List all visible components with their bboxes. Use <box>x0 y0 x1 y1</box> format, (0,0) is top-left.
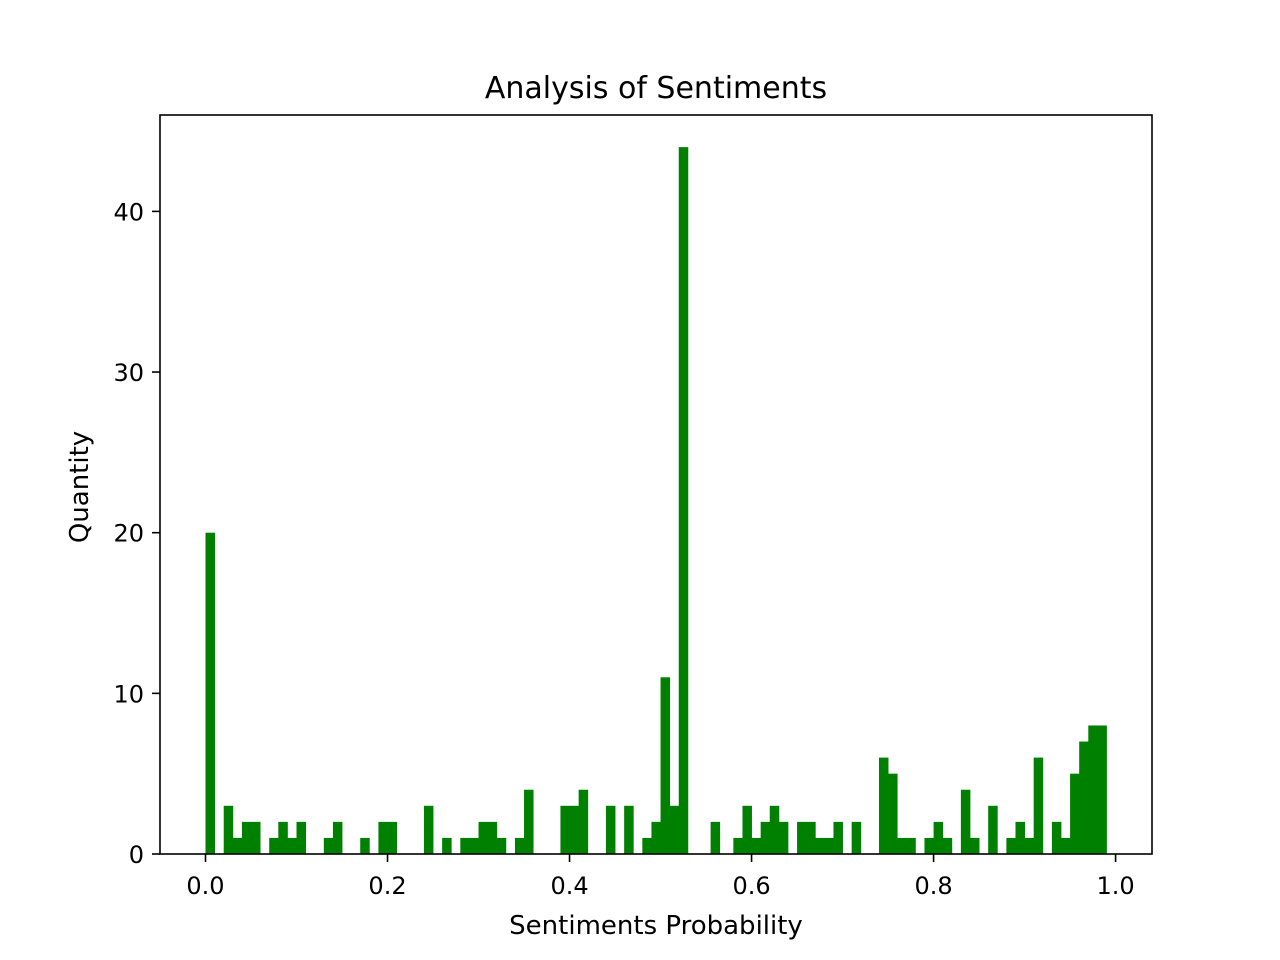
histogram-bar <box>1024 837 1035 854</box>
histogram-bar <box>323 837 334 854</box>
x-axis-ticks: 0.0 0.2 0.4 0.6 0.8 1.0 <box>186 854 1135 900</box>
bars-group <box>205 147 1107 854</box>
y-tick-label: 0 <box>129 841 144 869</box>
histogram-bar <box>778 821 789 854</box>
histogram-bar <box>442 837 452 854</box>
chart-title: Analysis of Sentiments <box>485 71 827 106</box>
histogram-bar <box>1079 741 1089 854</box>
histogram-bar <box>241 821 252 854</box>
histogram-bar <box>888 773 898 854</box>
x-tick-label: 0.6 <box>732 872 770 900</box>
histogram-bar <box>569 805 580 854</box>
histogram-bar <box>469 837 479 854</box>
histogram-bar <box>651 821 661 854</box>
histogram-bar <box>223 805 234 854</box>
x-tick-label: 1.0 <box>1097 872 1135 900</box>
histogram-bar <box>942 837 953 854</box>
histogram-bar <box>524 789 534 854</box>
histogram-bar <box>460 837 470 854</box>
histogram-bar <box>933 821 944 854</box>
y-tick-label: 40 <box>113 198 144 226</box>
histogram-bar <box>205 532 215 854</box>
histogram-bar <box>478 821 489 854</box>
histogram-bar <box>1060 837 1071 854</box>
histogram-bar <box>560 805 570 854</box>
histogram-bar <box>360 837 370 854</box>
y-axis-ticks: 0 10 20 30 40 <box>113 198 160 869</box>
histogram-bar <box>578 789 589 854</box>
histogram-bar <box>642 837 652 854</box>
histogram-bar <box>824 837 834 854</box>
histogram-bar <box>733 837 743 854</box>
histogram-bar <box>678 147 689 854</box>
histogram-bar <box>897 837 907 854</box>
histogram-bar <box>960 789 971 854</box>
histogram-bar <box>514 837 525 854</box>
plot-frame <box>159 114 1153 855</box>
y-tick-label: 20 <box>113 520 144 548</box>
histogram-bar <box>1070 773 1080 854</box>
histogram-bar <box>387 821 398 854</box>
histogram-bar <box>710 821 721 854</box>
x-tick-label: 0.2 <box>368 872 406 900</box>
histogram-bar <box>232 837 243 854</box>
histogram-bar <box>278 821 288 854</box>
histogram-bar <box>851 821 862 854</box>
histogram-bar <box>1015 821 1025 854</box>
histogram-bar <box>769 805 780 854</box>
x-tick-label: 0.0 <box>186 872 224 900</box>
histogram-bar <box>797 821 807 854</box>
histogram-bar <box>815 837 825 854</box>
histogram-bar <box>1088 725 1098 854</box>
histogram-bar <box>833 821 843 854</box>
histogram-bar <box>751 837 762 854</box>
x-tick-label: 0.8 <box>914 872 952 900</box>
histogram-bar <box>906 837 916 854</box>
histogram-bar <box>296 821 307 854</box>
histogram-bar <box>423 805 434 854</box>
histogram-bar <box>624 805 634 854</box>
histogram-bar <box>806 821 816 854</box>
histogram-bar <box>1033 757 1044 854</box>
histogram-bar <box>1051 821 1062 854</box>
histogram-bar <box>496 837 507 854</box>
histogram-bar <box>660 677 671 854</box>
histogram-bar <box>969 837 980 854</box>
histogram-bar <box>924 837 934 854</box>
histogram-bar <box>669 805 680 854</box>
histogram-bar <box>605 805 616 854</box>
x-axis-label: Sentiments Probability <box>509 911 803 941</box>
histogram-bar <box>1097 725 1107 854</box>
histogram-bar <box>1006 837 1016 854</box>
histogram-bar <box>742 805 752 854</box>
y-axis-label: Quantity <box>65 431 95 543</box>
y-tick-label: 30 <box>113 359 144 387</box>
histogram-bar <box>287 837 297 854</box>
histogram-bar <box>487 821 498 854</box>
histogram-bar <box>878 757 889 854</box>
histogram-bar <box>332 821 343 854</box>
histogram-bar <box>988 805 998 854</box>
histogram-bar <box>378 821 388 854</box>
histogram-bar <box>251 821 261 854</box>
histogram-bar <box>760 821 771 854</box>
y-tick-label: 10 <box>113 680 144 708</box>
histogram-bar <box>269 837 279 854</box>
x-tick-label: 0.4 <box>550 872 588 900</box>
